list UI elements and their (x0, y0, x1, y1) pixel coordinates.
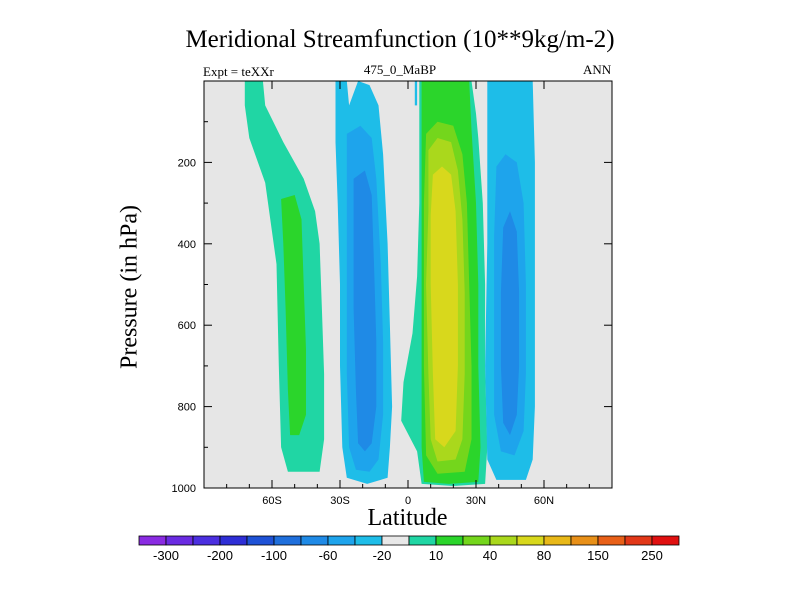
y-tick-label: 800 (178, 402, 196, 414)
colorbar-swatch (408, 535, 437, 546)
colorbar-swatch (138, 535, 167, 546)
chart-title: Meridional Streamfunction (10**9kg/m-2) (185, 26, 615, 53)
colorbar-tick-label: 250 (641, 548, 663, 563)
colorbar-tick-label: 150 (587, 548, 609, 563)
hadley-cell-core (430, 166, 458, 448)
colorbar-swatch (273, 535, 302, 546)
ferrel-cell-n-core (500, 211, 520, 436)
axes: 60S 30S 0 30N 60N 200 400 600 800 1000 (172, 81, 612, 507)
x-tick-label: 60S (262, 495, 282, 507)
y-tick-label: 400 (178, 239, 196, 251)
colorbar-swatch (570, 535, 599, 546)
colorbar-tick-label: 40 (483, 548, 497, 563)
colorbar-swatch (462, 535, 491, 546)
polar-cell-s-level-40 (281, 195, 306, 436)
colorbar-tick-label: -300 (153, 548, 179, 563)
colorbar: -300 -200 -100 -60 -20 10 40 80 150 250 (138, 535, 680, 563)
x-tick-label: 30N (466, 495, 486, 507)
x-tick-label: 30S (330, 495, 350, 507)
colorbar-swatch (192, 535, 221, 546)
colorbar-swatch (489, 535, 518, 546)
colorbar-swatch (246, 535, 275, 546)
y-tick-label: 600 (178, 320, 196, 332)
experiment-label: Expt = teXXr (203, 64, 274, 79)
colorbar-swatch (219, 535, 248, 546)
x-tick-label: 0 (405, 495, 411, 507)
colorbar-swatch (516, 535, 545, 546)
colorbar-swatch (624, 535, 653, 546)
equatorial-streak (414, 81, 418, 106)
colorbar-swatch (300, 535, 329, 546)
colorbar-tick-label: 80 (537, 548, 551, 563)
colorbar-tick-label: -60 (319, 548, 338, 563)
colorbar-swatch (651, 535, 680, 546)
x-tick-label: 60N (534, 495, 554, 507)
colorbar-swatch (327, 535, 356, 546)
colorbar-swatch (597, 535, 626, 546)
x-axis-label: Latitude (367, 505, 448, 531)
colorbar-tick-label: 10 (429, 548, 443, 563)
ferrel-cell-s-core (353, 170, 377, 452)
colorbar-swatch (381, 535, 410, 546)
y-tick-label: 200 (178, 157, 196, 169)
colorbar-swatch (165, 535, 194, 546)
colorbar-swatch (543, 535, 572, 546)
colorbar-swatch (354, 535, 383, 546)
colorbar-swatch (435, 535, 464, 546)
colorbar-tick-label: -20 (373, 548, 392, 563)
season-label: ANN (583, 62, 612, 77)
chart-subtitle: 475_0_MaBP (363, 62, 437, 77)
colorbar-tick-label: -100 (261, 548, 287, 563)
contour-fills (244, 81, 535, 486)
colorbar-tick-label: -200 (207, 548, 233, 563)
y-tick-label: 1000 (172, 483, 196, 495)
